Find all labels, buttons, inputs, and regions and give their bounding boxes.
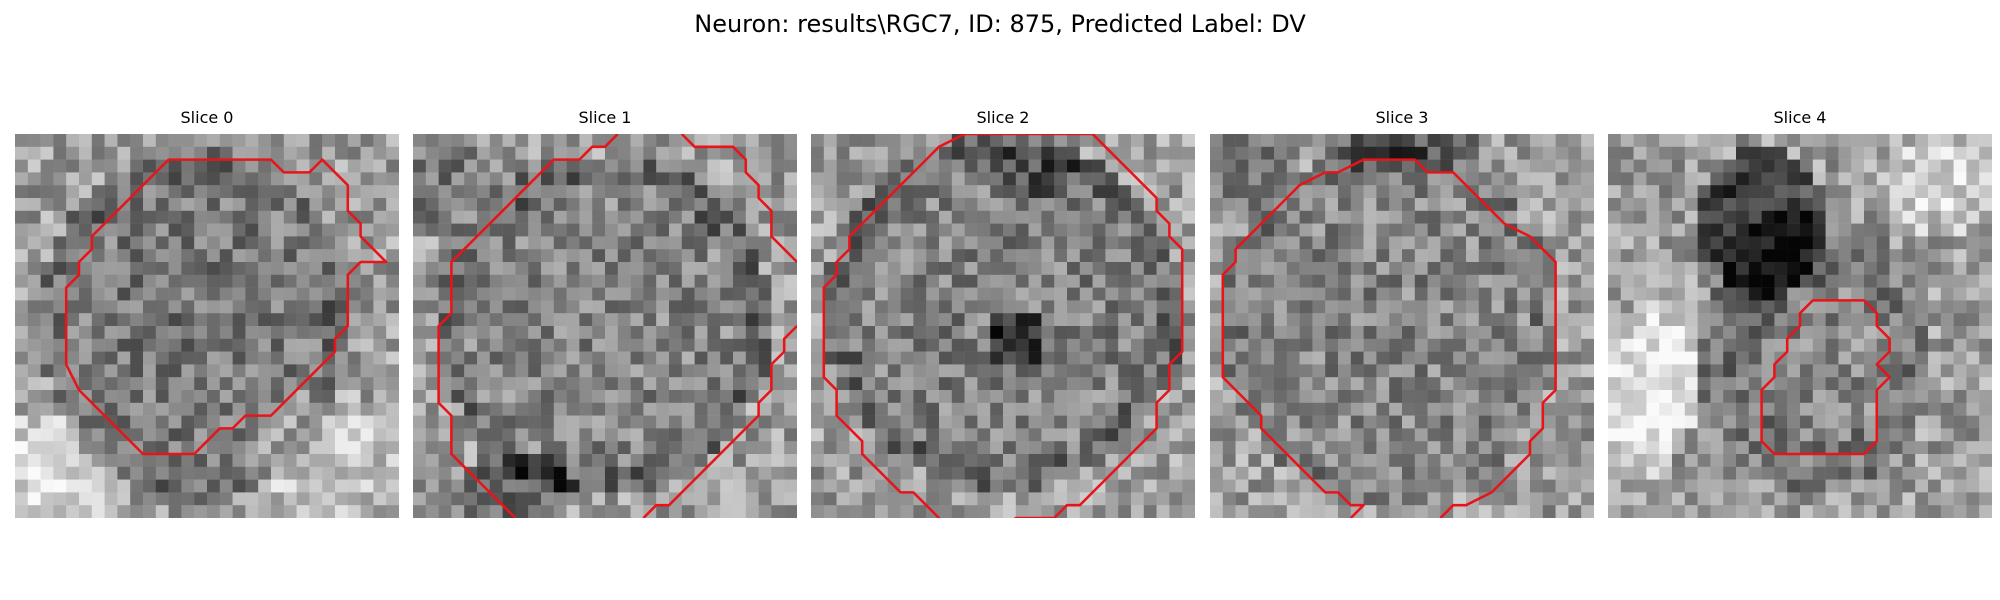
slice-image-0 xyxy=(15,134,399,518)
panel-title-slice-4: Slice 4 xyxy=(1773,108,1827,127)
segmentation-contour xyxy=(964,134,1184,518)
slice-image-3 xyxy=(1210,134,1594,518)
slice-image-1 xyxy=(413,134,797,518)
slice-image-4 xyxy=(1608,134,1992,518)
segmentation-contour xyxy=(680,134,797,263)
slice-image-2 xyxy=(811,134,1195,518)
segmentation-contour xyxy=(642,325,797,518)
panel-title-slice-1: Slice 1 xyxy=(578,108,632,127)
panel-title-slice-3: Slice 3 xyxy=(1375,108,1429,127)
segmentation-contour xyxy=(822,134,966,518)
segmentation-contour xyxy=(437,134,619,518)
segmentation-contour xyxy=(1221,171,1365,518)
segmentation-contour xyxy=(1325,158,1557,518)
segmentation-contour xyxy=(64,158,388,456)
suptitle: Neuron: results\RGC7, ID: 875, Predicted… xyxy=(694,10,1306,38)
panel-title-slice-0: Slice 0 xyxy=(180,108,234,127)
segmentation-contour xyxy=(1760,299,1891,456)
panel-title-slice-2: Slice 2 xyxy=(976,108,1030,127)
